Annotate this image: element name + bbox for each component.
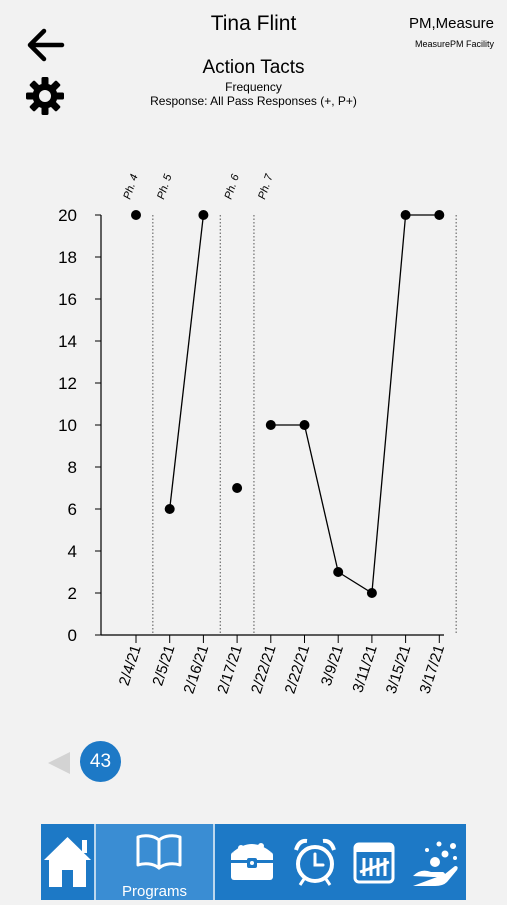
data-point [366, 588, 377, 598]
y-tick-label: 14 [58, 332, 77, 351]
y-tick-label: 20 [58, 206, 77, 225]
phase-label: Ph. 7 [256, 172, 276, 201]
alarm-clock-icon [294, 838, 336, 886]
x-tick-label: 2/17/21 [214, 643, 246, 696]
previous-page-button[interactable] [44, 748, 74, 778]
y-tick-label: 0 [68, 626, 77, 645]
phase-label: Ph. 6 [223, 172, 243, 201]
nav-reinforcement-button[interactable] [409, 824, 461, 900]
settings-button[interactable] [24, 75, 66, 117]
x-tick-label: 3/9/21 [318, 643, 347, 688]
y-tick-label: 6 [68, 500, 77, 519]
x-tick-label: 3/17/21 [416, 643, 448, 696]
x-tick-label: 2/22/21 [248, 643, 280, 696]
y-tick-label: 8 [68, 458, 77, 477]
x-tick-label: 2/16/21 [181, 643, 213, 696]
data-point [299, 420, 310, 430]
back-button[interactable] [24, 26, 66, 64]
x-tick-label: 3/15/21 [383, 643, 415, 696]
program-response: Response: All Pass Responses (+, P+) [150, 94, 357, 108]
nav-home-button[interactable] [41, 824, 94, 900]
arrow-left-icon [27, 28, 65, 62]
y-tick-label: 10 [58, 416, 77, 435]
organization-name: PM,Measure [408, 15, 494, 32]
y-tick-label: 16 [58, 290, 77, 309]
program-title: Action Tacts [202, 57, 305, 78]
y-tick-label: 4 [68, 542, 77, 561]
x-tick-label: 2/4/21 [116, 643, 145, 688]
triangle-left-icon [48, 752, 70, 774]
data-point [164, 504, 175, 514]
gear-icon [26, 77, 64, 115]
x-tick-label: 2/22/21 [282, 643, 314, 696]
nav-programs-label: Programs [121, 883, 188, 900]
nav-tally-button[interactable] [350, 824, 398, 900]
data-line [169, 214, 205, 510]
bottom-nav: Programs [41, 824, 466, 900]
y-tick-label: 12 [58, 374, 77, 393]
y-tick-label: 2 [68, 584, 77, 603]
book-icon [136, 834, 182, 870]
data-point [232, 483, 243, 493]
nav-timer-button[interactable] [291, 824, 339, 900]
treasure-chest-icon [231, 843, 273, 880]
x-tick-label: 3/11/21 [349, 643, 380, 695]
data-point [198, 210, 209, 220]
data-point [434, 210, 445, 220]
y-tick-label: 18 [58, 248, 77, 267]
data-point [131, 210, 141, 220]
data-line [270, 214, 440, 595]
data-point [333, 567, 344, 577]
hand-sparkles-icon [413, 841, 458, 886]
phase-label: Ph. 5 [155, 172, 175, 201]
nav-programs-button[interactable]: Programs [96, 824, 213, 900]
data-point [265, 420, 276, 430]
facility-name: MeasurePM Facility [414, 39, 494, 49]
program-measure: Frequency [225, 80, 282, 94]
tally-calendar-icon [353, 842, 395, 884]
page-number-badge: 43 [80, 741, 121, 782]
home-icon [44, 837, 91, 887]
phase-label: Ph. 4 [121, 173, 140, 201]
x-tick-label: 2/5/21 [149, 643, 178, 688]
frequency-chart: 0 2 4 6 8 10 12 14 16 18 20 2/4/21 2/5/21 2/16/21 2/17… [58, 172, 457, 696]
data-point [400, 210, 411, 220]
nav-rewards-button[interactable] [227, 824, 277, 900]
student-name: Tina Flint [210, 12, 297, 35]
